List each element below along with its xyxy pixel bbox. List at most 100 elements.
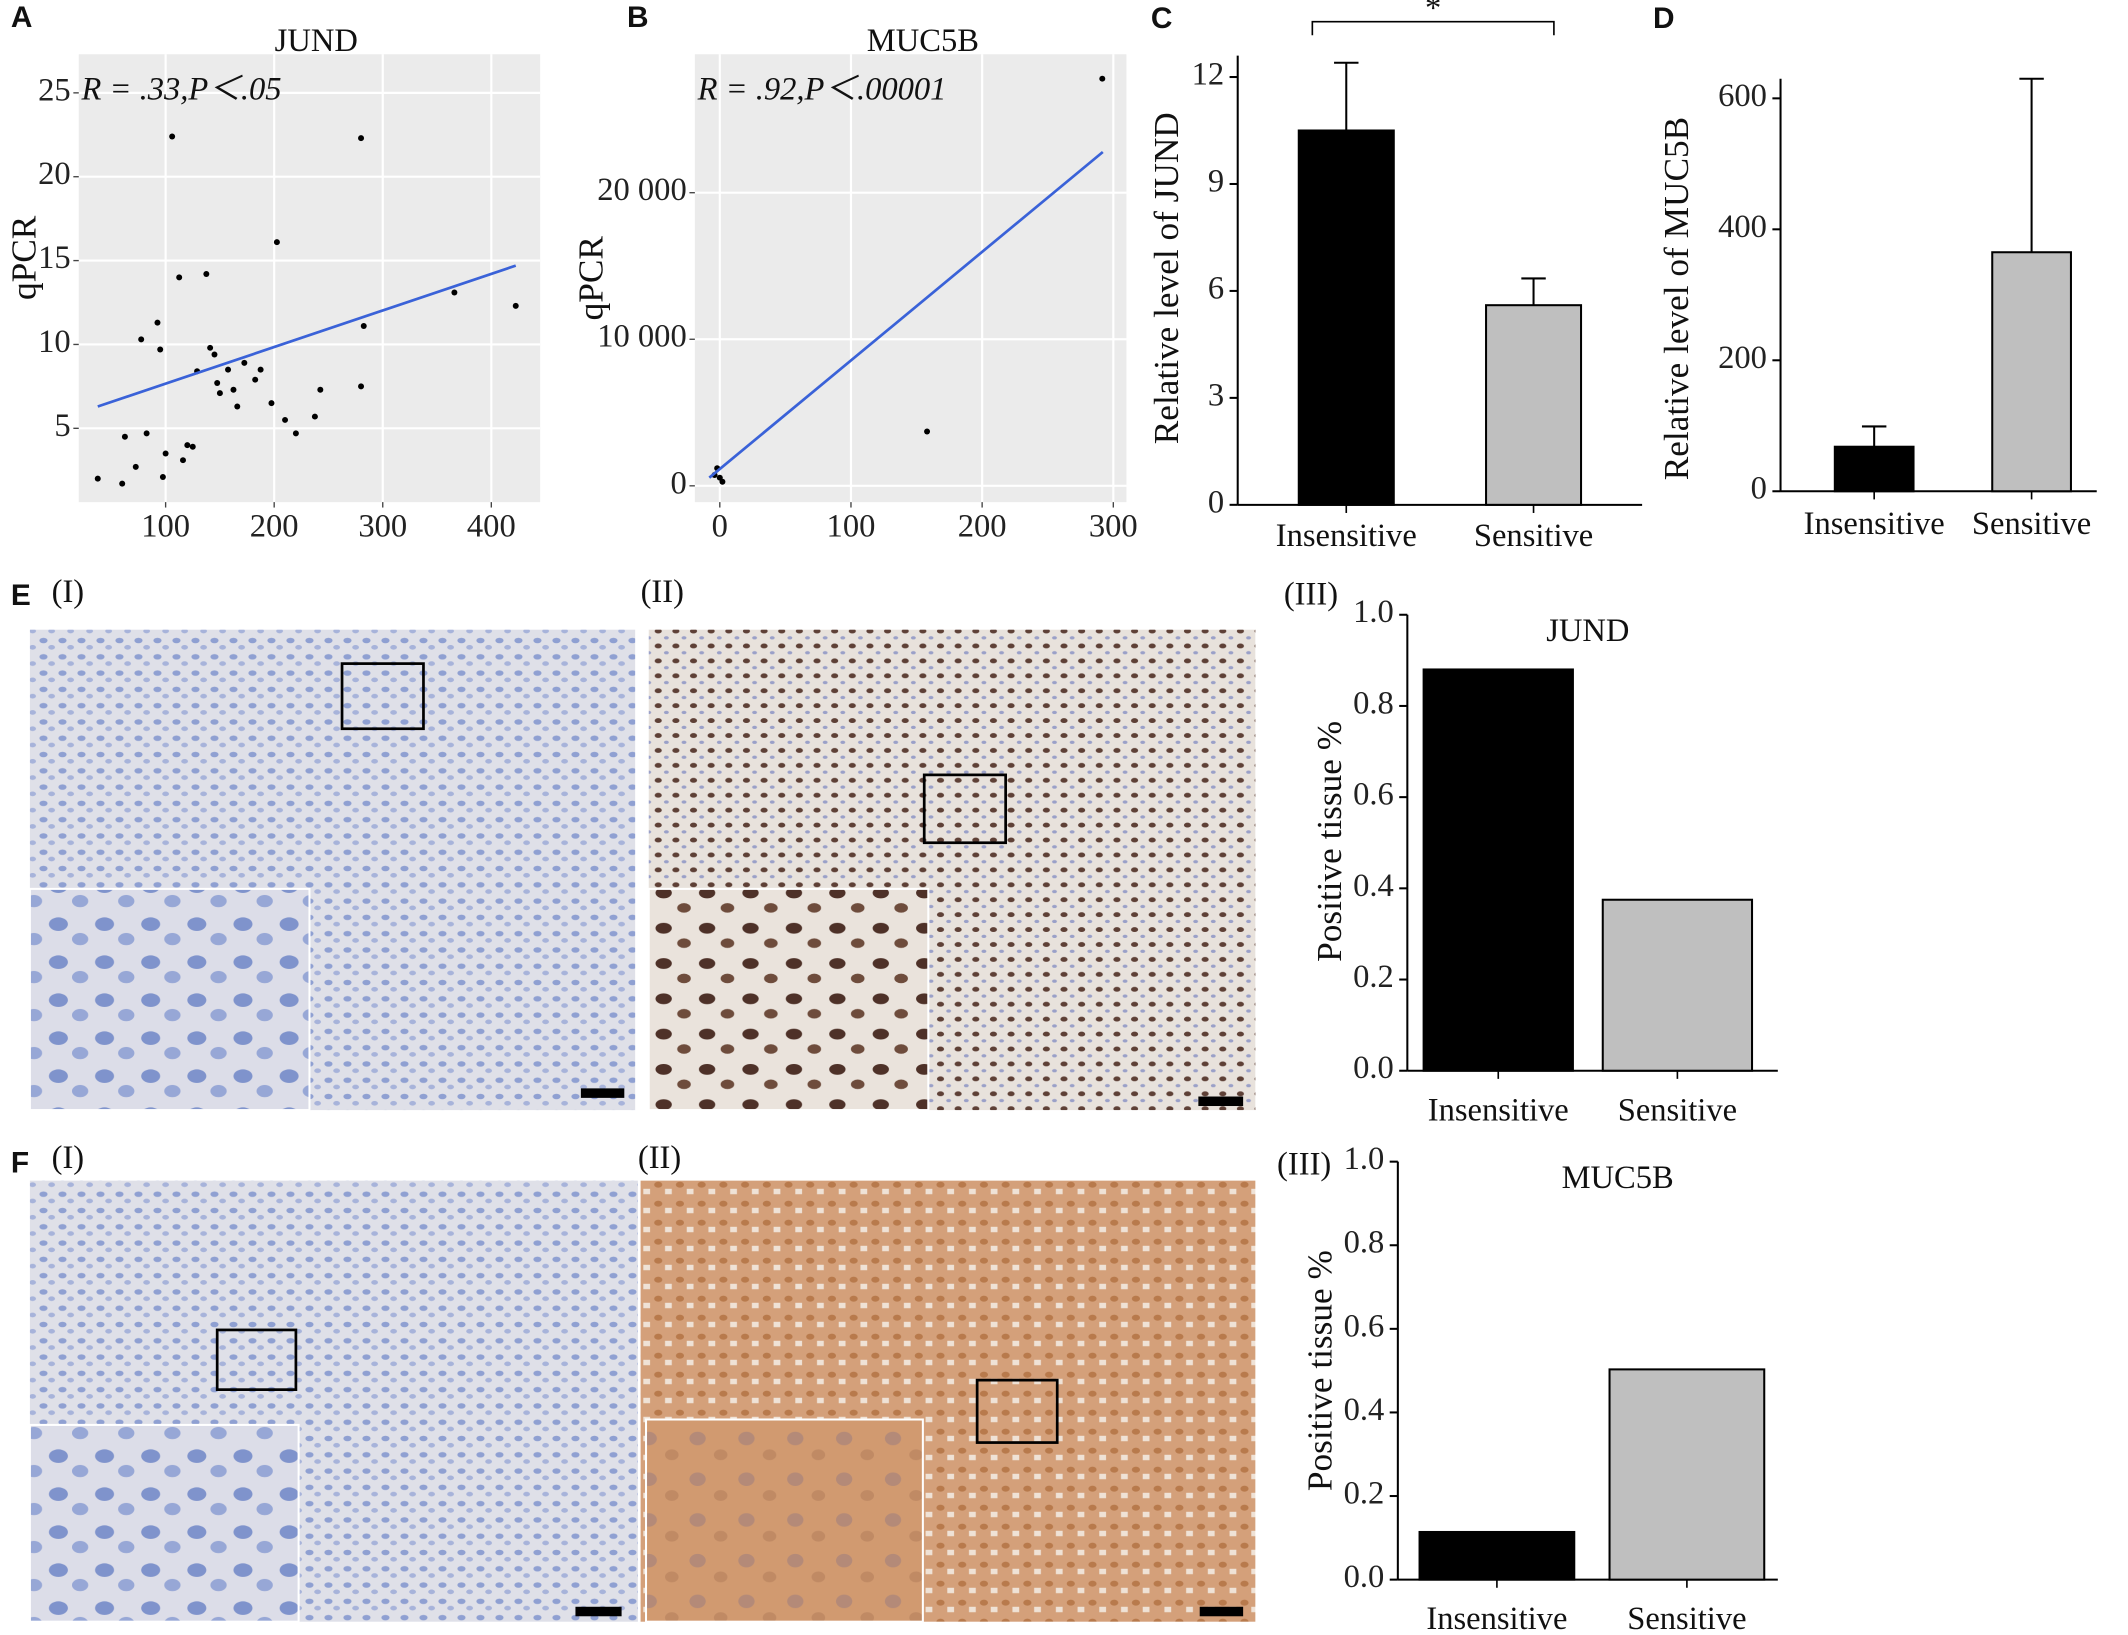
- point: [273, 239, 280, 246]
- image-label: (II): [641, 574, 684, 610]
- y-tick-label: 20: [38, 156, 71, 192]
- x-tick-label: Insensitive: [1426, 1601, 1567, 1635]
- y-axis-label: Relative level of MUC5B: [1657, 117, 1696, 480]
- point: [143, 430, 150, 437]
- inset: [28, 1423, 300, 1623]
- image-label: (I): [52, 1140, 85, 1176]
- y-tick-label: 10: [38, 324, 71, 360]
- point: [169, 133, 176, 140]
- chart-title: JUND: [275, 23, 358, 59]
- zoom-box: [215, 1328, 298, 1391]
- y-tick-label: 10 000: [597, 319, 687, 355]
- y-tick-label: 200: [1718, 340, 1767, 376]
- y-tick-label: 0: [1751, 471, 1767, 507]
- panel-letter: D: [1653, 2, 1675, 35]
- x-tick-label: Insensitive: [1276, 518, 1417, 554]
- bar: [1485, 304, 1583, 506]
- y-tick-label: 400: [1718, 209, 1767, 245]
- y-tick-label: 1.0: [1353, 594, 1394, 630]
- error-bar: [1334, 61, 1359, 131]
- scale-bar: [1198, 1096, 1244, 1107]
- y-tick-label: 0: [670, 465, 686, 501]
- x-tick-label: 100: [141, 509, 190, 545]
- y-tick-label: 0.2: [1344, 1476, 1385, 1512]
- y-tick-label: 600: [1718, 78, 1767, 114]
- annotation: R = .92,P＜.00001: [697, 72, 947, 108]
- panel-letter: F: [11, 1146, 29, 1179]
- point: [252, 376, 259, 383]
- point: [159, 473, 166, 480]
- x-tick-label: 0: [712, 509, 728, 545]
- y-tick-label: 9: [1208, 163, 1224, 199]
- y-tick-label: 0.2: [1353, 959, 1394, 995]
- bar: [1418, 1530, 1576, 1581]
- y-tick-label: 0.0: [1344, 1559, 1385, 1595]
- y-axis-label: qPCR: [572, 236, 611, 321]
- x-tick-label: 300: [1089, 509, 1138, 545]
- point: [1099, 75, 1106, 82]
- significance-mark: *: [1425, 0, 1441, 26]
- bar: [1422, 668, 1574, 1072]
- scale-bar: [580, 1088, 625, 1098]
- panel-letter: B: [627, 1, 649, 34]
- point: [94, 475, 101, 482]
- significance-bracket: [1311, 20, 1555, 36]
- x-tick-label: 100: [827, 509, 876, 545]
- image-label: (II): [638, 1140, 681, 1176]
- y-tick-label: 0.4: [1353, 868, 1394, 904]
- zoom-box: [922, 773, 1008, 845]
- point: [241, 359, 248, 366]
- point: [211, 351, 218, 358]
- x-tick-label: 200: [250, 509, 299, 545]
- panel-letter: C: [1151, 2, 1173, 35]
- y-tick-label: 12: [1192, 56, 1225, 92]
- y-tick-label: 0.0: [1353, 1050, 1394, 1086]
- point: [132, 463, 139, 470]
- point: [282, 416, 289, 423]
- bar: [1991, 251, 2072, 493]
- y-axis-label: Positive tissue %: [1300, 1250, 1339, 1491]
- plot-background: [694, 54, 1127, 503]
- point: [189, 443, 196, 450]
- y-tick-label: 0.6: [1344, 1308, 1385, 1344]
- point: [268, 400, 275, 407]
- point: [225, 366, 232, 373]
- y-tick-label: 0.4: [1344, 1392, 1385, 1428]
- point: [924, 428, 931, 435]
- point: [230, 386, 237, 393]
- panel-letter: E: [11, 579, 31, 612]
- micrograph-f1: [28, 1180, 638, 1623]
- point: [257, 366, 264, 373]
- x-tick-label: Sensitive: [1474, 518, 1593, 554]
- y-tick-label: 6: [1208, 270, 1224, 306]
- scale-bar: [575, 1606, 622, 1617]
- error-bar: [1521, 277, 1546, 306]
- image-label: (I): [52, 574, 85, 610]
- point: [184, 442, 191, 449]
- micrograph-e2: [647, 629, 1256, 1112]
- point: [512, 302, 519, 309]
- point: [180, 457, 186, 464]
- point: [157, 346, 164, 353]
- x-tick-label: 400: [467, 509, 516, 545]
- point: [317, 386, 324, 393]
- point: [358, 383, 365, 390]
- point: [292, 430, 299, 437]
- point: [138, 336, 145, 343]
- point: [719, 478, 726, 485]
- x-tick-label: Insensitive: [1428, 1092, 1569, 1128]
- point: [214, 380, 221, 387]
- x-tick-label: Sensitive: [1618, 1092, 1737, 1128]
- trend-line: [708, 150, 1104, 479]
- y-tick-label: 15: [38, 240, 71, 276]
- chart-title: JUND: [1546, 613, 1629, 649]
- panel-sublabel: (III): [1284, 577, 1338, 613]
- x-tick-label: Sensitive: [1972, 506, 2091, 542]
- x-tick-label: 200: [958, 509, 1007, 545]
- panel-letter: A: [11, 1, 33, 34]
- zoom-box: [340, 662, 425, 731]
- point: [216, 390, 223, 397]
